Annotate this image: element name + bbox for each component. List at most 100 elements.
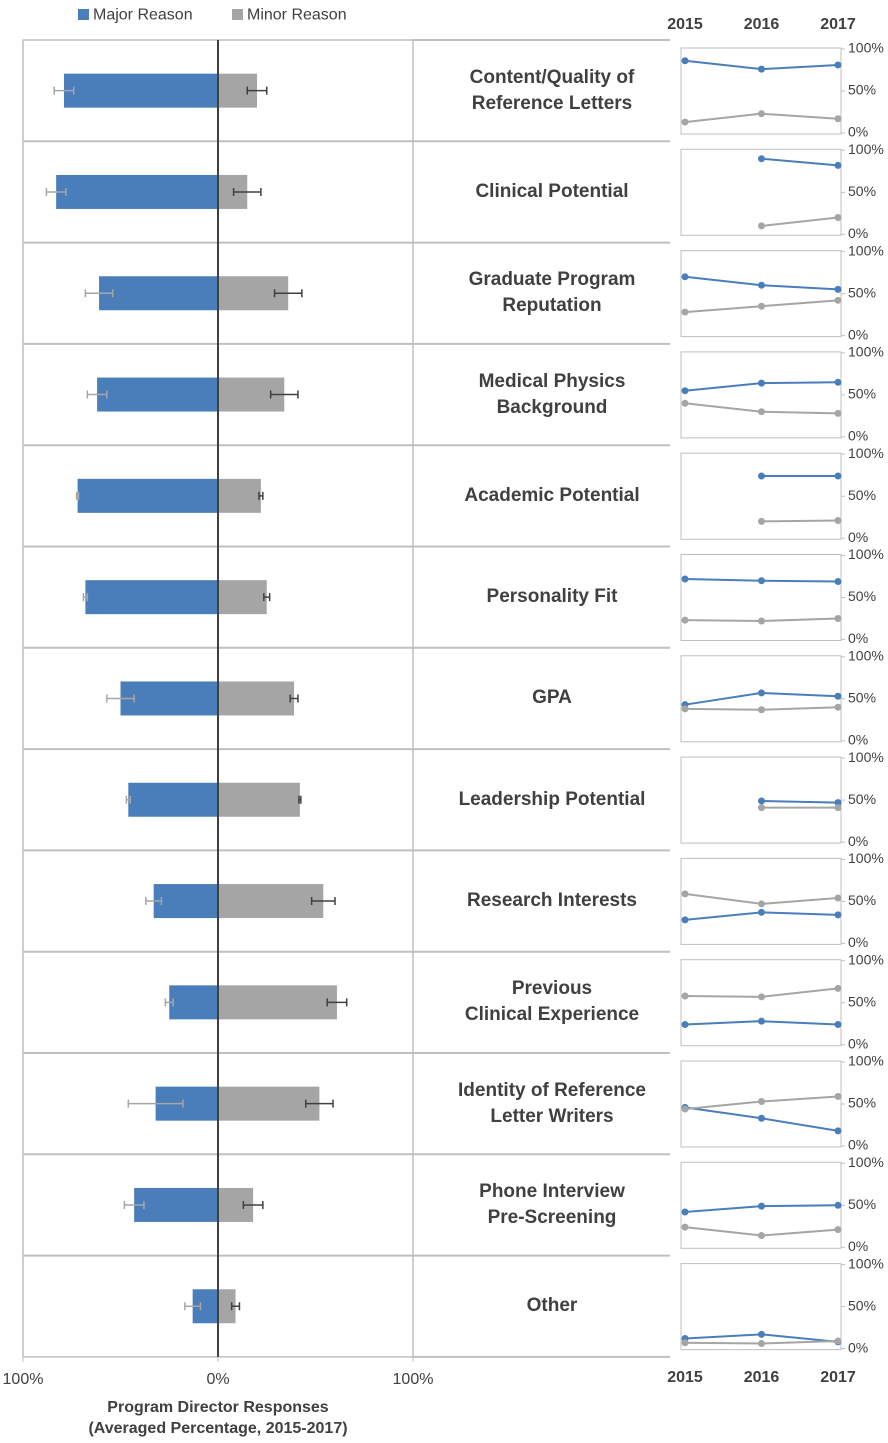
point [681,57,689,65]
y-tick-label: 100% [848,1154,884,1170]
point [834,911,842,919]
error-bar [75,491,80,500]
small-chart-frame [680,47,842,135]
y-tick-label: 50% [848,82,876,98]
point [758,1017,765,1025]
y-tick-label: 0% [848,1035,868,1051]
y-tick-label: 50% [848,791,876,807]
small-chart-frame [680,452,842,540]
point [681,1223,689,1231]
category-label: Personality Fit [486,586,618,608]
point [681,1021,689,1029]
point [681,575,689,583]
x-tick-label: 100% [3,1371,44,1388]
bar [153,884,218,919]
point [834,472,842,480]
x-tick-label: 2017 [820,16,856,33]
category-label: Content/Quality of Reference Letters [469,66,635,114]
x-tick-label: 2015 [667,16,703,33]
bar [128,782,218,817]
y-tick-label: 50% [848,1196,876,1212]
point [758,281,765,289]
y-tick-label: 100% [848,951,884,967]
bar [85,580,219,615]
legend-label: Minor Reason [247,7,347,24]
point [834,1021,842,1029]
bar [218,1289,236,1324]
error-bar [82,593,89,602]
category-label: Identity of Reference Letter Writers [458,1079,646,1127]
y-tick-label: 0% [848,529,868,545]
category-label: Previous Clinical Experience [464,978,640,1026]
point [681,705,689,713]
small-chart-frame [680,250,842,338]
y-tick-label: 50% [848,487,876,503]
x-tick-label: 0% [206,1371,229,1388]
category-label: Phone Interview Pre-Screening [479,1180,625,1228]
x-axis-label: Program Director Responses [107,1399,329,1416]
bar [56,174,219,209]
y-tick-label: 100% [848,141,884,157]
y-tick-label: 50% [848,993,876,1009]
x-tick-label: 2016 [744,16,780,33]
point [758,517,765,525]
point [834,214,842,221]
error-bar [230,1302,241,1311]
point [681,273,689,281]
bar [97,377,218,412]
y-tick-label: 0% [848,1339,868,1355]
legend-swatch [78,9,89,20]
error-bar [123,1200,145,1209]
point [681,992,689,1000]
line [761,519,839,523]
bar [218,478,261,513]
bar [77,478,218,513]
bar [134,1187,218,1222]
bar [218,1086,320,1121]
point [834,984,842,992]
y-tick-label: 100% [848,40,884,56]
point [681,1105,689,1113]
point [758,993,765,1001]
point [758,900,765,908]
error-bar [273,289,303,298]
point [834,1127,842,1135]
legend-swatch [232,9,243,20]
x-tick-label: 2015 [667,1369,703,1386]
point [758,222,765,230]
line [761,799,839,804]
error-bar [305,1099,334,1108]
category-label: Graduate Program Reputation [468,269,636,317]
y-tick-label: 100% [848,445,884,461]
point [834,1337,842,1345]
y-tick-label: 50% [848,1095,876,1111]
category-label: Clinical Potential [475,180,629,202]
category-label: GPA [532,687,572,709]
category-label: Academic Potential [464,484,640,506]
point [758,472,765,480]
error-bar [53,86,75,95]
point [758,689,765,697]
small-chart-frame [680,148,842,236]
y-tick-label: 50% [848,284,876,300]
error-bar [326,998,348,1007]
point [681,890,689,898]
point [758,804,765,812]
error-bar [127,1099,184,1108]
point [758,408,765,416]
error-bar [289,694,299,703]
point [834,61,842,69]
point [834,578,842,586]
y-tick-label: 0% [848,732,868,748]
error-bar [184,1302,202,1311]
point [758,908,765,916]
category-label: Leadership Potential [458,788,646,810]
point [758,379,765,387]
point [758,110,765,118]
line [761,157,839,167]
category-label: Medical Physics Background [478,370,626,418]
x-tick-label: 2017 [820,1369,856,1386]
point [758,65,765,73]
